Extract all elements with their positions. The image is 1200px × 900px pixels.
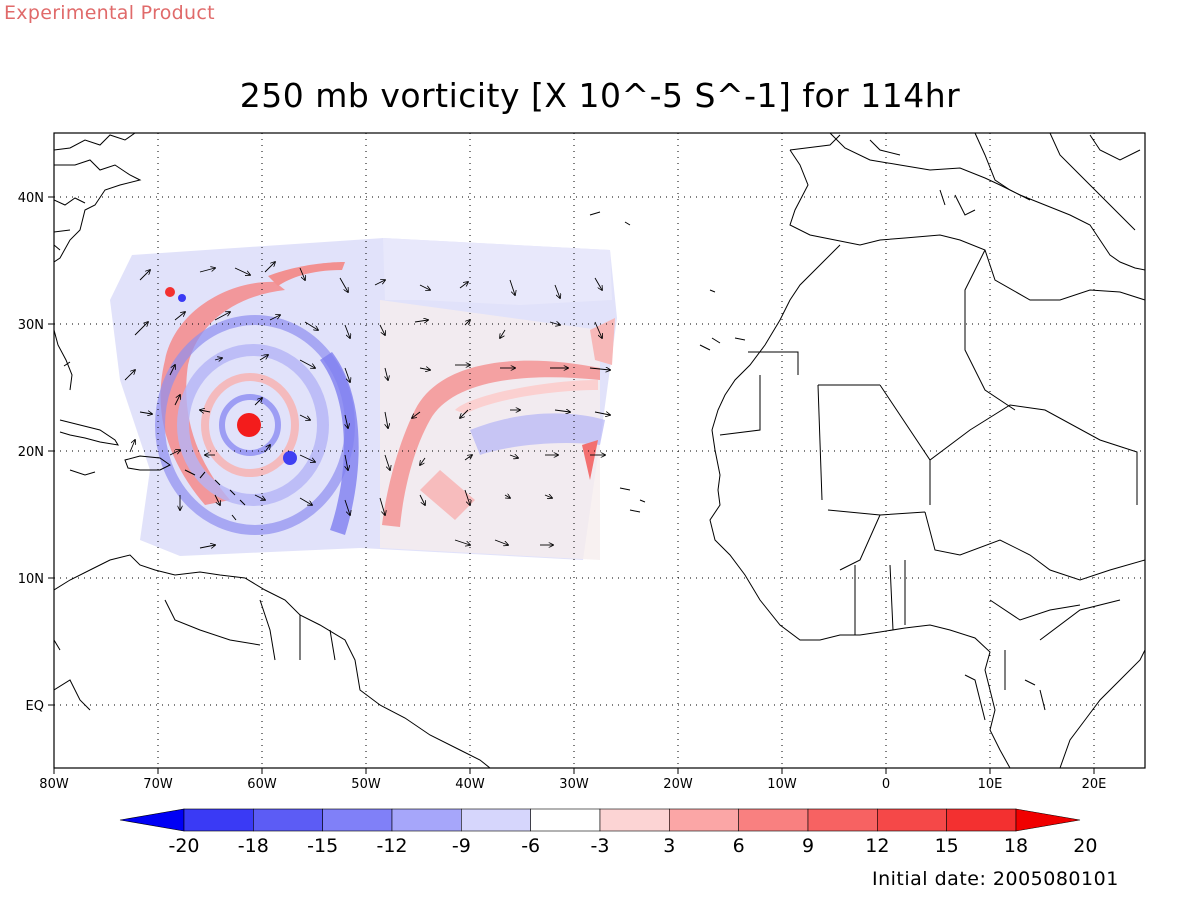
colorbar-label: -12 [376,835,407,857]
lon-label: 80W [39,777,69,792]
lon-label: 70W [143,777,173,792]
colorbar [119,808,1081,832]
colorbar-segment [322,808,393,832]
colorbar-segment [946,808,1017,832]
colorbar-label: 15 [935,835,959,857]
colorbar-segment [669,808,739,832]
lon-label: 20W [663,777,693,792]
lon-label: 10E [978,777,1003,792]
lat-label: 30N [18,318,44,333]
initial-date-label: Initial date: 2005080101 [872,868,1119,890]
colorbar-segment [530,808,601,832]
colorbar-segment [461,808,531,832]
colorbar-label: -18 [238,835,269,857]
colorbar-label: 3 [663,835,675,857]
lon-label: 40W [455,777,485,792]
lon-label: 50W [351,777,381,792]
experimental-product-label: Experimental Product [4,2,215,24]
colorbar-label: -3 [591,835,610,857]
lon-label: 10W [767,777,797,792]
latitude-labels: 40N 30N 20N 10N EQ [18,191,44,714]
coastlines [54,133,1145,768]
lat-label: 20N [18,445,44,460]
map-title: 250 mb vorticity [X 10^-5 S^-1] for 114h… [239,76,961,115]
colorbar-segment [877,808,947,832]
lat-label: 10N [18,572,44,587]
colorbar-label: -15 [307,835,338,857]
colorbar-label: 12 [865,835,889,857]
vorticity-field [110,238,617,560]
colorbar-segment [183,808,254,832]
lon-label: 0 [882,777,890,792]
lon-label: 20E [1082,777,1107,792]
colorbar-segment [391,808,462,832]
colorbar-segment [1015,808,1081,832]
colorbar-label: -9 [452,835,471,857]
colorbar-label: -20 [168,835,199,857]
colorbar-label: 9 [802,835,814,857]
colorbar-labels: -20 -18 -15 -12 -9 -6 -3 3 6 9 12 15 18 20 [168,835,1097,857]
colorbar-segment [119,808,185,832]
colorbar-label: -6 [521,835,540,857]
lon-label: 30W [559,777,589,792]
colorbar-segment [738,808,809,832]
longitude-labels: 80W 70W 60W 50W 40W 30W 20W 10W 0 10E 20… [39,777,1106,792]
colorbar-label: 20 [1073,835,1097,857]
axis-ticks [48,196,1095,774]
colorbar-label: 6 [733,835,745,857]
colorbar-segment [253,808,323,832]
lat-label: 40N [18,191,44,206]
wind-vectors [124,262,610,548]
lon-label: 60W [247,777,277,792]
colorbar-segment [807,808,878,832]
colorbar-label: 18 [1004,835,1028,857]
colorbar-segment [599,808,670,832]
lat-label: EQ [26,699,44,714]
map-content [54,133,1145,768]
